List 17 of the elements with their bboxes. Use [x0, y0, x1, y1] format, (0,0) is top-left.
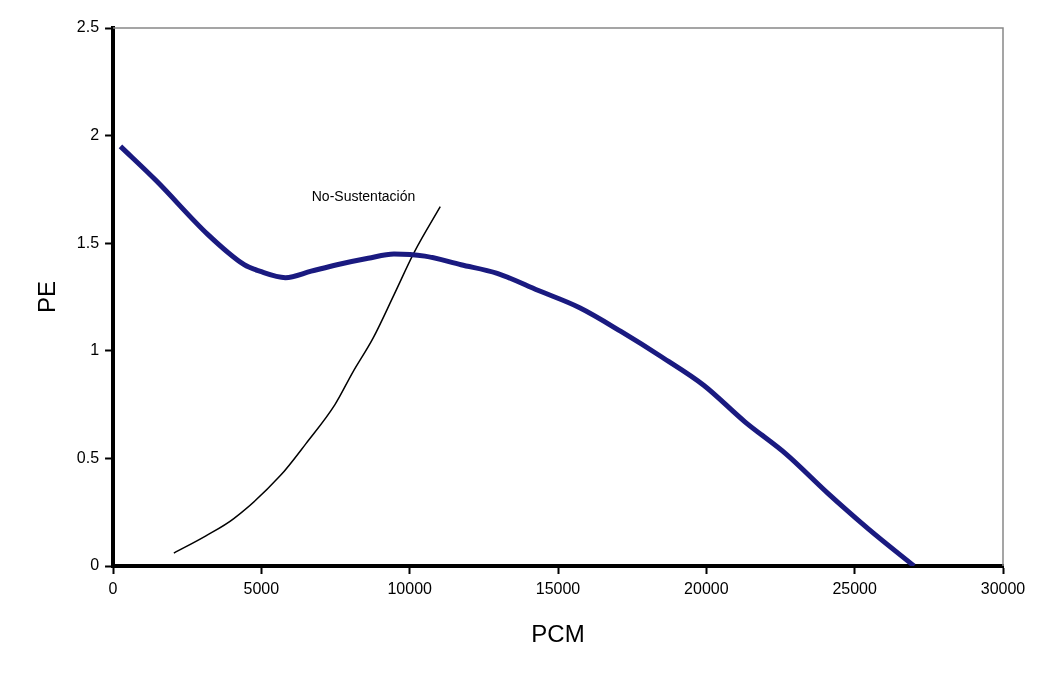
y-axis-title: PE — [33, 280, 61, 314]
y-tick-label: 2.5 — [76, 18, 100, 36]
y-tick-label: 1.5 — [76, 233, 100, 251]
x-axis-title: PCM — [531, 620, 585, 648]
y-tick-label: 0 — [90, 556, 100, 574]
x-tick-label: 30000 — [980, 580, 1026, 598]
x-tick-label: 5000 — [243, 580, 280, 598]
x-tick-label: 10000 — [387, 580, 433, 598]
y-tick-label: 0.5 — [76, 448, 100, 466]
x-tick-label: 0 — [108, 580, 118, 598]
y-tick-label: 1 — [90, 341, 100, 359]
x-tick-label: 25000 — [832, 580, 878, 598]
line-series — [173, 205, 441, 554]
x-tick-label: 20000 — [684, 580, 729, 598]
series-label: No-Sustentación — [311, 188, 416, 205]
y-tick-label: 2 — [90, 126, 100, 144]
x-tick-label: 15000 — [535, 580, 581, 598]
